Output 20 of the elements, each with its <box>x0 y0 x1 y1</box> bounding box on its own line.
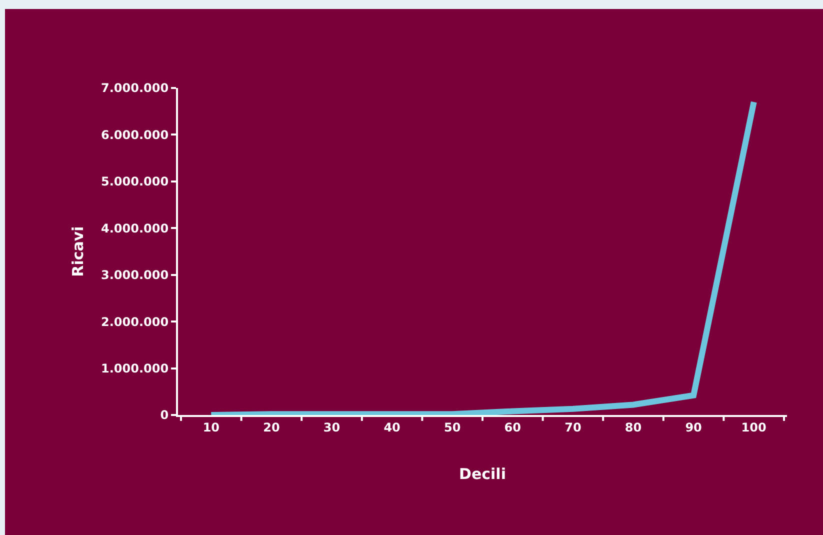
x-tick-label: 60 <box>504 420 521 434</box>
y-tick-label: 5.000.000 <box>101 174 169 189</box>
y-tick-label: 7.000.000 <box>101 81 169 96</box>
x-tick-label: 90 <box>685 420 702 434</box>
x-tick-label: 80 <box>624 420 642 434</box>
x-axis-title: Decili <box>459 464 506 483</box>
x-tick-label: 100 <box>741 420 766 434</box>
y-tick-label: 2.000.000 <box>101 314 169 329</box>
y-tick-label: 4.000.000 <box>101 221 169 236</box>
y-tick-label: 0 <box>160 408 169 422</box>
y-tick-label: 6.000.000 <box>101 128 169 142</box>
y-axis-title: Ricavi <box>68 226 87 277</box>
x-tick-label: 20 <box>263 420 280 434</box>
x-tick-label: 70 <box>564 420 582 434</box>
x-tick-label: 10 <box>202 420 220 434</box>
y-tick-label: 3.000.000 <box>101 268 169 282</box>
y-tick-label: 1.000.000 <box>101 361 169 376</box>
x-tick-label: 50 <box>444 420 461 434</box>
x-tick-label: 40 <box>384 420 400 434</box>
x-tick-label: 30 <box>323 420 340 434</box>
